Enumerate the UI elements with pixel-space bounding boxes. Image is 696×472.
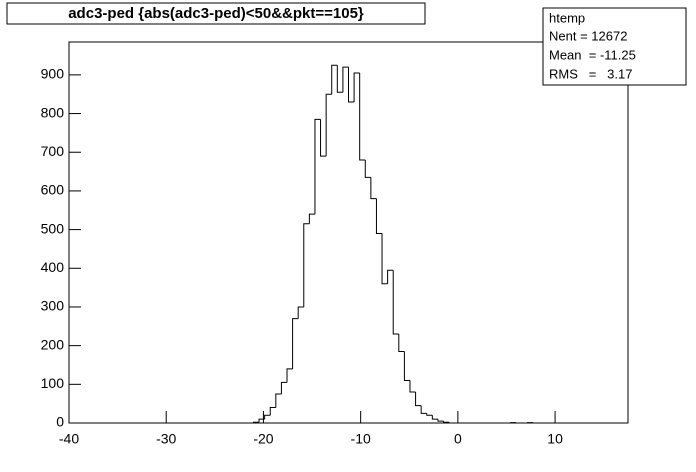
histogram-bin: [325, 93, 332, 157]
histogram-bin: [308, 213, 315, 224]
y-tick-label: 600: [41, 182, 65, 198]
y-tick-label: 0: [56, 414, 64, 430]
y-tick-label: 400: [41, 259, 65, 275]
histogram-bin: [443, 421, 450, 423]
histogram-bin: [437, 419, 444, 422]
histogram-bin: [398, 334, 405, 352]
x-tick-label: -10: [351, 431, 371, 447]
y-tick-label: 100: [41, 375, 65, 391]
title-box: [6, 2, 426, 25]
stats-line: Mean = -11.25: [549, 47, 636, 62]
histogram-bin: [269, 407, 276, 416]
histogram-bin: [370, 177, 377, 200]
x-tick-label: 0: [454, 431, 462, 447]
histogram-bin: [252, 421, 260, 423]
stats-box: [542, 7, 687, 86]
chart-title: adc3-ped {abs(adc3-ped)<50&&pkt==105}: [68, 5, 364, 22]
histogram-bin: [359, 72, 366, 161]
histogram-bin: [420, 405, 427, 414]
histogram-bin: [292, 318, 299, 369]
x-tick-label: -20: [253, 431, 273, 447]
x-tick-label: -30: [156, 431, 176, 447]
y-tick-label: 800: [41, 104, 65, 120]
histogram-bin: [280, 381, 288, 394]
x-tick-label: -40: [59, 431, 79, 447]
histogram-bin: [297, 306, 304, 319]
histogram-bin: [381, 233, 388, 285]
stats-name: htemp: [549, 10, 585, 25]
histogram-bin: [314, 118, 321, 215]
y-tick-label: 200: [41, 336, 65, 352]
histogram-bin: [264, 414, 271, 420]
histogram-bin: [336, 65, 343, 93]
x-tick-label: 10: [547, 431, 563, 447]
histogram-bin: [320, 119, 327, 157]
histogram-bin: [409, 380, 416, 393]
plot-frame: [68, 41, 629, 424]
stats-line: RMS = 3.17: [549, 66, 632, 81]
histogram-bin: [415, 392, 422, 407]
histogram-bin: [353, 72, 360, 102]
histogram-bin: [375, 198, 383, 234]
histogram-bin: [431, 415, 438, 420]
histogram-bin: [342, 66, 349, 93]
stats-line: Nent = 12672: [549, 28, 627, 43]
y-tick-label: 300: [41, 298, 65, 314]
histogram-bin: [286, 368, 293, 383]
histogram-bin: [348, 67, 355, 103]
histogram-bin: [331, 64, 338, 95]
y-tick-label: 700: [41, 143, 65, 159]
histogram-bin: [303, 223, 310, 307]
y-tick-label: 900: [41, 66, 65, 82]
histogram-bin: [392, 270, 399, 335]
histogram-bin: [448, 422, 455, 424]
histogram-bin: [258, 418, 265, 423]
y-tick-label: 500: [41, 220, 65, 236]
histogram-bin: [403, 351, 410, 381]
histogram-bin: [364, 159, 371, 178]
histogram-bin: [426, 413, 433, 416]
histogram-bin: [275, 393, 282, 408]
histogram-bin: [387, 269, 394, 284]
